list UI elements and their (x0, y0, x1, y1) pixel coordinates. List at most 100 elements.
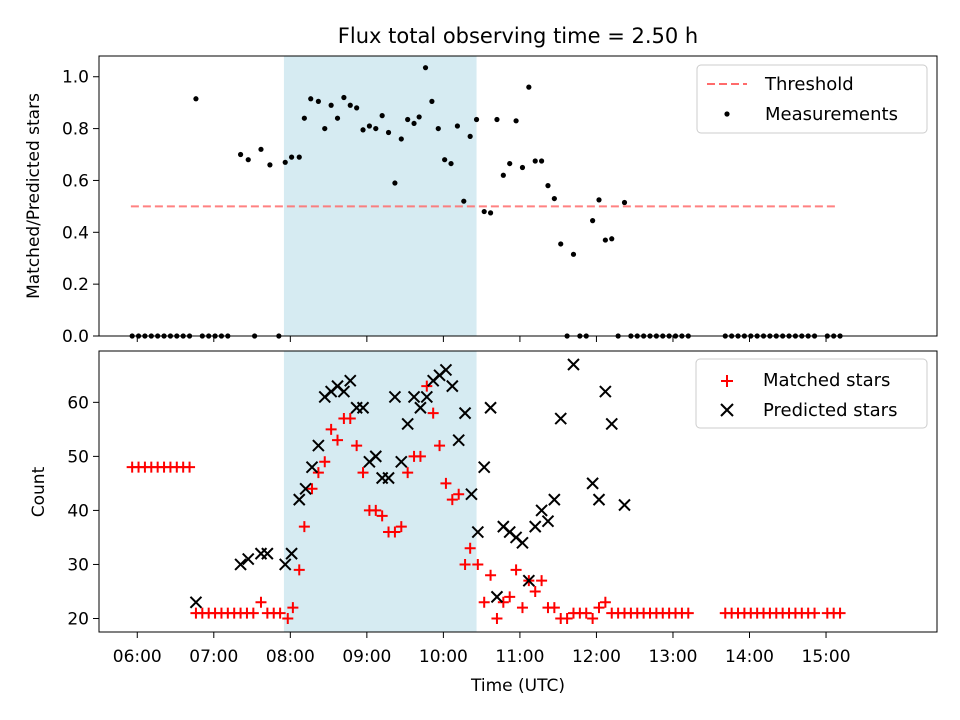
matched-star-point (504, 591, 516, 603)
x-tick-label: 12:00 (572, 647, 621, 667)
measurement-point (570, 251, 577, 257)
measurement-point (448, 160, 454, 167)
measurement-point (416, 114, 422, 120)
matched-star-point (599, 596, 611, 608)
predicted-star-point (592, 493, 606, 506)
matched-star-point (351, 440, 363, 452)
legend-box (696, 64, 928, 134)
matched-star-point (434, 440, 446, 452)
measurement-point (442, 157, 448, 163)
matched-star-point (312, 467, 324, 479)
measurement-point (545, 183, 551, 189)
measurement-point (322, 125, 328, 132)
matched-star-point (287, 602, 299, 614)
predicted-star-point (484, 401, 497, 414)
plot-frame-top (98, 55, 938, 337)
predicted-star-point (382, 471, 395, 485)
x-axis-ticks-top (136, 336, 827, 342)
measurement-point (473, 116, 480, 123)
predicted-star-point (356, 401, 370, 414)
matched-star-point (510, 564, 522, 576)
predicted-star-point (242, 552, 255, 566)
y-axis-ticks-bottom: 20 30 40 50 60 (67, 393, 99, 629)
measurement-point (500, 172, 506, 178)
matched-star-point (561, 612, 573, 624)
x-axis-ticks-bottom: 06:00 07:00 08:00 09:00 10:00 11:00 12:00 13:00… (113, 632, 851, 667)
matched-star-point (446, 494, 458, 506)
predicted-star-point (299, 482, 312, 496)
measurement-point (609, 236, 615, 242)
predicted-star-point (548, 493, 561, 506)
matched-star-point (593, 602, 605, 614)
measurement-point (288, 154, 295, 160)
x-tick-label: 13:00 (648, 647, 697, 667)
bottom-chart-panel: 20 30 40 50 60 06:00 07:00 08:00 09:00 10:00 11:0… (29, 350, 938, 696)
matched-star-point (370, 504, 382, 516)
measurement-point (267, 162, 273, 168)
y-axis-label-top: Matched/Predicted stars (24, 93, 44, 299)
measurement-point (467, 133, 473, 139)
matched-star-point (395, 521, 407, 533)
measurement-point (507, 160, 513, 167)
matched-star-point (497, 596, 509, 608)
matched-star-point (834, 607, 846, 619)
legend-measurements-swatch (724, 111, 730, 117)
measurement-point (373, 125, 379, 132)
legend-matched-label: Matched stars (763, 370, 890, 391)
measurement-point (481, 208, 487, 215)
predicted-star-point (407, 390, 421, 404)
y-tick-label: 20 (67, 609, 89, 629)
matched-star-point (421, 380, 433, 392)
matched-star-point (274, 607, 286, 619)
predicted-star-point (465, 487, 478, 501)
measurement-point (621, 199, 628, 206)
y-tick-label: 0.8 (62, 120, 89, 140)
measurement-point (341, 94, 347, 101)
matched-star-point (247, 607, 259, 619)
matched-star-point (306, 483, 318, 495)
predicted-star-point (529, 520, 542, 533)
matched-star-point (464, 542, 476, 554)
y-tick-label: 50 (67, 447, 89, 467)
predicted-star-point (618, 498, 631, 512)
matched-star-point (491, 612, 503, 624)
measurement-point (366, 123, 373, 129)
top-chart-panel: Flux total observing time = 2.50 h 0.00.… (24, 24, 938, 347)
measurement-point (379, 113, 385, 119)
predicted-star-point (344, 374, 357, 387)
measurement-point (296, 154, 302, 160)
x-tick-label: 15:00 (802, 647, 851, 667)
x-tick-label: 06:00 (113, 647, 162, 667)
measurement-point (422, 65, 429, 71)
matched-star-point (344, 413, 356, 425)
measurement-point (385, 129, 392, 136)
x-tick-label: 10:00 (419, 647, 468, 667)
matched-stars-points (126, 380, 846, 624)
y-tick-label: 0.6 (62, 171, 89, 191)
x-axis-label: Time (UTC) (470, 676, 565, 696)
predicted-star-point (388, 390, 402, 404)
predicted-star-point (490, 590, 504, 604)
matched-star-point (298, 521, 310, 533)
x-tick-label: 07:00 (189, 647, 238, 667)
predicted-star-point (337, 385, 351, 398)
measurement-point (558, 241, 564, 247)
predicted-star-point (279, 558, 292, 571)
measurement-point (454, 123, 461, 129)
measurement-point (487, 210, 494, 216)
predicted-star-point (234, 558, 247, 571)
measurement-point (590, 218, 596, 224)
matched-star-point (548, 602, 560, 614)
measurement-point (398, 136, 404, 142)
matched-star-point (485, 569, 497, 581)
chart-title: Flux total observing time = 2.50 h (338, 24, 698, 48)
matched-star-point (809, 607, 821, 619)
legend-box (695, 358, 928, 429)
predicted-star-point (605, 417, 618, 431)
matched-star-point (389, 526, 401, 538)
predicted-star-point (305, 460, 319, 474)
predicted-star-point (293, 493, 306, 506)
legend-predicted-swatch (720, 403, 734, 417)
predicted-star-point (541, 515, 555, 528)
